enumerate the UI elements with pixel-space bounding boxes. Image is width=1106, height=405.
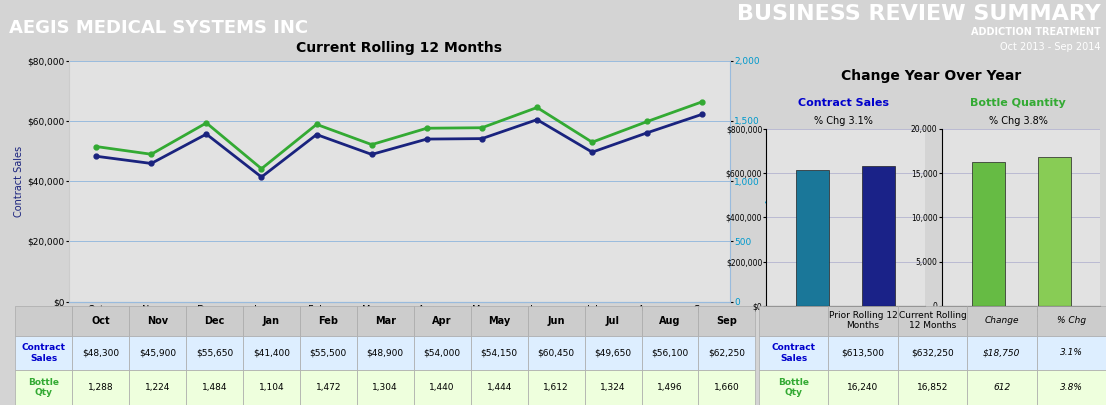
Text: % Chg 3.8%: % Chg 3.8% — [989, 117, 1047, 126]
Text: Bottle Quantity: Bottle Quantity — [970, 98, 1066, 108]
Bar — [796, 170, 830, 306]
Text: BUSINESS REVIEW SUMMARY: BUSINESS REVIEW SUMMARY — [737, 4, 1100, 24]
Text: Oct 2013 - Sep 2014: Oct 2013 - Sep 2014 — [1000, 42, 1100, 52]
Text: AEGIS MEDICAL SYSTEMS INC: AEGIS MEDICAL SYSTEMS INC — [9, 19, 307, 37]
Y-axis label: Contract Sales: Contract Sales — [14, 146, 24, 217]
Y-axis label: Bottle Qty: Bottle Qty — [764, 156, 774, 206]
Title: Current Rolling 12 Months: Current Rolling 12 Months — [296, 41, 502, 55]
Bar — [1037, 157, 1071, 306]
Text: Contract Sales: Contract Sales — [797, 98, 888, 108]
Text: ADDICTION TREATMENT: ADDICTION TREATMENT — [971, 28, 1100, 37]
Text: % Chg 3.1%: % Chg 3.1% — [814, 117, 873, 126]
Text: Change Year Over Year: Change Year Over Year — [841, 69, 1021, 83]
Bar — [863, 166, 896, 306]
Bar — [971, 162, 1004, 306]
